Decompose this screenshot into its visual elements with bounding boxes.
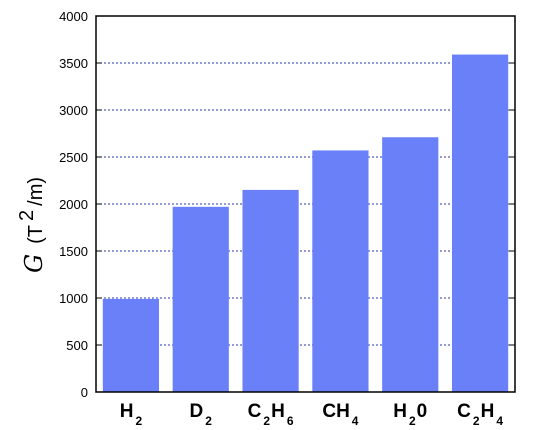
y-tick-label: 0 — [81, 385, 88, 400]
bar — [451, 54, 509, 392]
y-tick-label: 2500 — [59, 150, 88, 165]
y-tick-label: 500 — [66, 338, 88, 353]
bar — [382, 137, 439, 392]
y-axis-label: G (T 2 /m) — [16, 177, 48, 273]
y-tick-label: 2000 — [59, 197, 88, 212]
bars — [102, 54, 509, 392]
x-category-label: C 2H 6 — [248, 401, 294, 428]
y-tick-label: 1500 — [59, 244, 88, 259]
bar — [312, 150, 369, 392]
y-tick-label: 3000 — [59, 103, 88, 118]
y-axis-label-unit-sup: 2 — [16, 210, 38, 221]
x-category-label: H 20 — [393, 401, 427, 428]
y-tick-label: 1000 — [59, 291, 88, 306]
x-category-label: C 2H 4 — [457, 401, 503, 428]
x-category-label: CH 4 — [322, 401, 358, 428]
y-tick-label: 3500 — [59, 56, 88, 71]
x-axis-category-labels: H 2 D 2 C 2H 6 CH 4 H 20 C 2H 4 — [120, 401, 504, 428]
bar — [102, 298, 160, 392]
y-axis-ticks: 0 500 1000 1500 2000 2500 3000 3500 4000 — [59, 9, 515, 400]
gridlines — [96, 62, 515, 346]
bar — [172, 206, 229, 392]
y-axis-label-unit-suffix: /m) — [25, 177, 47, 206]
y-tick-label: 4000 — [59, 9, 88, 24]
bar — [242, 189, 299, 392]
y-axis-label-unit-prefix: (T — [25, 225, 47, 244]
y-axis-label-symbol: G — [20, 254, 48, 273]
